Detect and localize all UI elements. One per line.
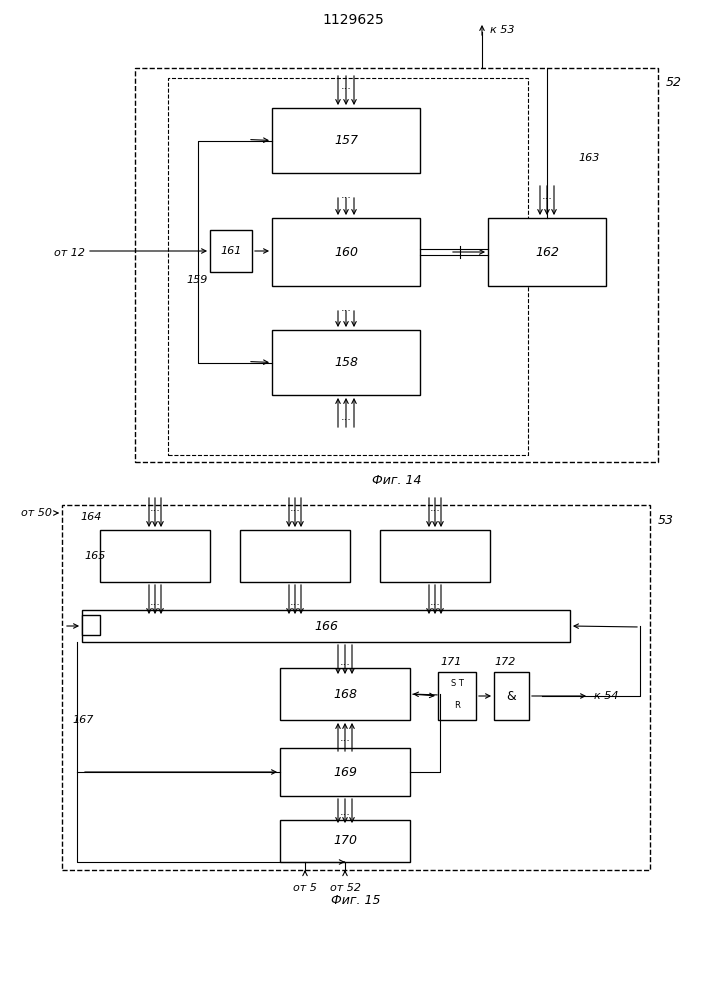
Text: 159: 159: [187, 275, 208, 285]
Text: от 50: от 50: [21, 508, 52, 518]
Text: к 54: к 54: [594, 691, 619, 701]
Text: Фиг. 15: Фиг. 15: [332, 894, 381, 906]
Bar: [488, 218, 606, 286]
Bar: [82, 610, 570, 642]
Bar: [135, 68, 658, 462]
Text: S T: S T: [450, 680, 463, 688]
Bar: [168, 78, 528, 455]
Bar: [272, 218, 420, 286]
Text: &: &: [507, 690, 516, 702]
Text: 52: 52: [666, 77, 682, 90]
Text: 170: 170: [333, 834, 357, 848]
Text: ...: ...: [150, 503, 160, 513]
Text: от 52: от 52: [329, 883, 361, 893]
Text: 164: 164: [80, 512, 101, 522]
Text: 166: 166: [314, 619, 338, 633]
Text: ...: ...: [339, 733, 351, 743]
Bar: [210, 230, 252, 272]
Text: 157: 157: [334, 134, 358, 147]
Text: ...: ...: [341, 81, 351, 91]
Text: 160: 160: [334, 245, 358, 258]
Text: ...: ...: [430, 597, 440, 607]
Text: 162: 162: [535, 245, 559, 258]
Bar: [82, 615, 100, 635]
Text: 165: 165: [84, 551, 105, 561]
Text: 167: 167: [72, 715, 93, 725]
Text: 171: 171: [440, 657, 462, 667]
Text: Фиг. 14: Фиг. 14: [372, 474, 421, 487]
Text: ...: ...: [341, 412, 351, 422]
Text: ...: ...: [339, 807, 351, 817]
Bar: [494, 672, 529, 720]
Bar: [62, 505, 650, 870]
Text: 1129625: 1129625: [322, 13, 384, 27]
Text: 158: 158: [334, 356, 358, 369]
Bar: [100, 530, 210, 582]
Bar: [240, 530, 350, 582]
Text: ...: ...: [150, 597, 160, 607]
Bar: [280, 668, 410, 720]
Text: 168: 168: [333, 688, 357, 700]
Text: 161: 161: [221, 246, 242, 256]
Bar: [272, 330, 420, 395]
Text: 163: 163: [578, 153, 600, 163]
Bar: [380, 530, 490, 582]
Text: ...: ...: [341, 190, 351, 200]
Text: ...: ...: [341, 303, 351, 313]
Text: 53: 53: [658, 514, 674, 526]
Text: 169: 169: [333, 766, 357, 778]
Text: к 53: к 53: [490, 25, 515, 35]
Text: 172: 172: [494, 657, 515, 667]
Text: R: R: [454, 702, 460, 710]
Text: от 12: от 12: [54, 248, 85, 258]
Text: от 5: от 5: [293, 883, 317, 893]
Text: ...: ...: [290, 597, 300, 607]
Text: ...: ...: [430, 503, 440, 513]
Bar: [280, 820, 410, 862]
Bar: [272, 108, 420, 173]
Text: ...: ...: [290, 503, 300, 513]
Text: ...: ...: [542, 191, 552, 201]
Text: ...: ...: [339, 657, 351, 667]
Bar: [280, 748, 410, 796]
Bar: [438, 672, 476, 720]
